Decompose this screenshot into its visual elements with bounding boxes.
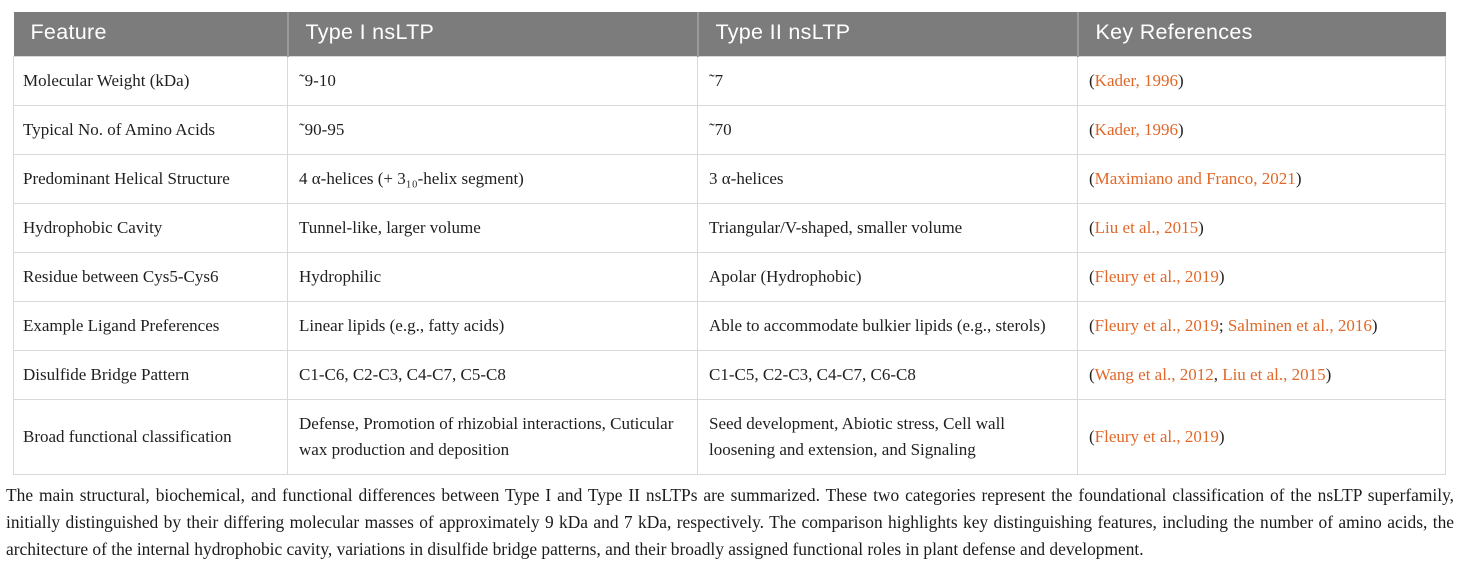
- cell-feature: Residue between Cys5-Cys6: [13, 251, 288, 302]
- cell-feature: Molecular Weight (kDa): [13, 55, 288, 106]
- table-header: Feature Type I nsLTP Type II nsLTP Key R…: [13, 12, 1446, 56]
- cell-feature: Disulfide Bridge Pattern: [13, 349, 288, 400]
- reference-punctuation: ): [1218, 426, 1225, 446]
- table-body: Molecular Weight (kDa) ˜9-10 ˜7 (Kader, 199…: [13, 55, 1446, 475]
- reference-punctuation: ): [1218, 266, 1225, 286]
- reference-punctuation: ): [1178, 119, 1184, 139]
- citation-link[interactable]: Maximiano and Franco, 2021: [1094, 168, 1296, 188]
- cell-feature: Predominant Helical Structure: [13, 153, 288, 204]
- reference-punctuation: ,: [1213, 364, 1223, 384]
- cell-type1: Linear lipids (e.g., fatty acids): [287, 300, 698, 351]
- cell-type2: 3 α-helices: [697, 153, 1078, 204]
- cell-feature: Broad functional classification: [13, 398, 288, 475]
- header-row: Feature Type I nsLTP Type II nsLTP Key R…: [13, 12, 1446, 56]
- reference-punctuation: ): [1295, 168, 1302, 188]
- cell-type1: ˜9-10: [287, 55, 698, 106]
- citation-link[interactable]: Wang et al., 2012: [1094, 364, 1214, 384]
- reference-punctuation: ): [1178, 70, 1184, 90]
- reference-punctuation: ): [1198, 217, 1204, 237]
- table-row: Hydrophobic Cavity Tunnel-like, larger vo…: [13, 202, 1446, 253]
- cell-type1: 4 α-helices (+ 3₁₀-helix segment): [287, 153, 698, 204]
- cell-type1: Defense, Promotion of rhizobial interact…: [287, 398, 698, 475]
- table-row: Molecular Weight (kDa) ˜9-10 ˜7 (Kader, 199…: [13, 55, 1446, 106]
- cell-type2: ˜70: [697, 104, 1078, 155]
- column-header-feature: Feature: [13, 12, 288, 56]
- cell-type2: ˜7: [697, 55, 1078, 106]
- citation-link[interactable]: Liu et al., 2015: [1094, 217, 1199, 237]
- reference-punctuation: ;: [1218, 315, 1228, 335]
- table-row: Broad functional classification Defense, …: [13, 398, 1446, 475]
- cell-type2: Seed development, Abiotic stress, Cell w…: [697, 398, 1078, 475]
- citation-link[interactable]: Salminen et al., 2016: [1227, 315, 1372, 335]
- comparison-table-container: Feature Type I nsLTP Type II nsLTP Key R…: [13, 12, 1446, 475]
- table-caption: The main structural, biochemical, and fu…: [6, 484, 1454, 559]
- reference-punctuation: (: [1089, 119, 1095, 139]
- cell-type2: Triangular/V-shaped, smaller volume: [697, 202, 1078, 253]
- cell-feature: Hydrophobic Cavity: [13, 202, 288, 253]
- table-row: Residue between Cys5-Cys6 Hydrophilic Apol…: [13, 251, 1446, 302]
- column-header-references: Key References: [1076, 12, 1446, 56]
- cell-type1: Hydrophilic: [287, 251, 698, 302]
- citation-link[interactable]: Kader, 1996: [1094, 70, 1179, 90]
- cell-references: (Fleury et al., 2019): [1077, 251, 1446, 302]
- column-header-type2: Type II nsLTP: [696, 12, 1078, 56]
- reference-punctuation: (: [1089, 70, 1095, 90]
- reference-punctuation: ): [1325, 364, 1332, 384]
- cell-type2: C1-C5, C2-C3, C4-C7, C6-C8: [697, 349, 1078, 400]
- cell-references: (Liu et al., 2015): [1077, 202, 1446, 253]
- cell-type1: Tunnel-like, larger volume: [287, 202, 698, 253]
- cell-references: (Fleury et al., 2019; Salminen et al., 2…: [1077, 300, 1446, 351]
- table-row: Example Ligand Preferences Linear lipids …: [13, 300, 1446, 351]
- cell-type1: ˜90-95: [287, 104, 698, 155]
- nsltp-comparison-table: Feature Type I nsLTP Type II nsLTP Key R…: [13, 12, 1446, 475]
- reference-punctuation: (: [1089, 217, 1095, 237]
- cell-feature: Typical No. of Amino Acids: [13, 104, 288, 155]
- column-header-type1: Type I nsLTP: [286, 12, 698, 56]
- citation-link[interactable]: Fleury et al., 2019: [1094, 426, 1219, 446]
- cell-references: (Kader, 1996): [1077, 104, 1446, 155]
- table-row: Disulfide Bridge Pattern C1-C6, C2-C3, C4…: [13, 349, 1446, 400]
- citation-link[interactable]: Fleury et al., 2019: [1094, 266, 1219, 286]
- cell-references: (Fleury et al., 2019): [1077, 398, 1446, 475]
- citation-link[interactable]: Fleury et al., 2019: [1094, 315, 1219, 335]
- reference-punctuation: (: [1089, 364, 1095, 384]
- citation-link[interactable]: Liu et al., 2015: [1222, 364, 1326, 384]
- cell-references: (Wang et al., 2012, Liu et al., 2015): [1077, 349, 1446, 400]
- reference-punctuation: (: [1089, 266, 1095, 286]
- cell-type2: Able to accommodate bulkier lipids (e.g.…: [697, 300, 1078, 351]
- reference-punctuation: (: [1089, 168, 1095, 188]
- cell-type1: C1-C6, C2-C3, C4-C7, C5-C8: [287, 349, 698, 400]
- cell-feature: Example Ligand Preferences: [13, 300, 288, 351]
- cell-type2: Apolar (Hydrophobic): [697, 251, 1078, 302]
- reference-punctuation: (: [1089, 426, 1095, 446]
- cell-references: (Kader, 1996): [1077, 55, 1446, 106]
- citation-link[interactable]: Kader, 1996: [1094, 119, 1179, 139]
- reference-punctuation: ): [1371, 315, 1378, 335]
- cell-references: (Maximiano and Franco, 2021): [1077, 153, 1446, 204]
- table-row: Predominant Helical Structure 4 α-helices…: [13, 153, 1446, 204]
- reference-punctuation: (: [1089, 315, 1095, 335]
- table-row: Typical No. of Amino Acids ˜90-95 ˜70 (Kade…: [13, 104, 1446, 155]
